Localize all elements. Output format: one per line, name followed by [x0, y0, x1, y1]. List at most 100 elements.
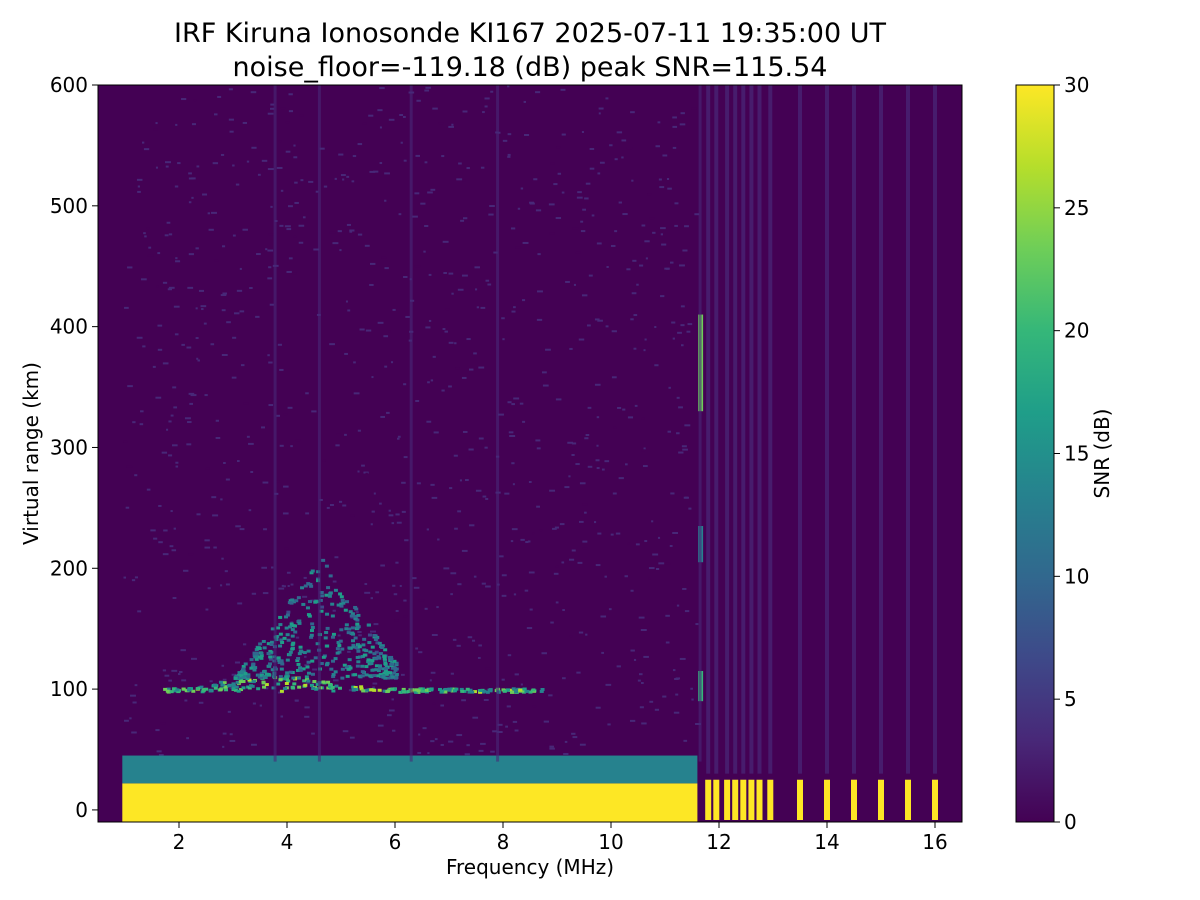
noise-cell: [499, 555, 504, 558]
noise-cell: [637, 679, 641, 682]
noise-cell: [221, 664, 225, 667]
noise-cell: [604, 575, 607, 578]
noise-cell: [372, 682, 378, 685]
echo-cell: [356, 649, 361, 653]
noise-cell: [506, 705, 511, 708]
noise-cell: [204, 394, 208, 397]
y-tick-label: 300: [50, 435, 88, 459]
noise-cell: [396, 521, 402, 524]
echo-cell: [201, 689, 206, 693]
echo-cell: [231, 682, 236, 686]
heatmap-background: [98, 85, 962, 822]
echo-cell: [351, 685, 356, 689]
echo-cell: [165, 689, 170, 693]
e-layer-trace: [163, 673, 545, 694]
echo-cell: [470, 690, 475, 694]
noise-cell: [155, 729, 160, 732]
echo-cell: [236, 689, 241, 693]
noise-cell: [690, 687, 693, 690]
noise-cell: [363, 471, 369, 474]
noise-cell: [635, 543, 640, 546]
noise-cell: [251, 146, 257, 149]
echo-cell: [352, 687, 357, 691]
echo-cell: [285, 677, 290, 681]
noise-cell: [466, 744, 470, 747]
echo-cell: [307, 600, 312, 604]
noise-cell: [450, 593, 453, 596]
x-tick-label: 6: [389, 830, 402, 854]
plot-frame: [97, 84, 963, 823]
echo-cell: [307, 614, 312, 618]
echo-cell: [278, 623, 283, 627]
noise-cell: [222, 745, 225, 748]
echo-cell: [172, 689, 177, 693]
noise-cell: [641, 224, 646, 227]
echo-cell: [284, 675, 289, 679]
echo-cell: [372, 688, 377, 692]
noise-cell: [226, 321, 231, 324]
noise-cell: [162, 362, 169, 365]
echo-cell: [368, 650, 373, 654]
noise-cell: [342, 178, 345, 181]
echo-cell: [360, 674, 365, 678]
noise-cell: [285, 121, 290, 124]
x-tick-label: 10: [598, 830, 623, 854]
noise-cell: [286, 270, 292, 273]
noise-cell: [473, 352, 477, 355]
echo-cell: [394, 661, 399, 665]
noise-cell: [308, 180, 314, 183]
echo-cell: [310, 569, 315, 573]
noise-cell: [169, 545, 174, 548]
echo-cell: [359, 685, 364, 689]
noise-cell: [305, 512, 310, 515]
noise-cell: [134, 684, 138, 687]
echo-cell: [256, 687, 261, 691]
echo-cell: [311, 687, 316, 691]
noise-cell: [571, 453, 575, 456]
echo-cell: [382, 655, 387, 659]
noise-cell: [422, 727, 427, 730]
noise-cell: [188, 201, 192, 204]
echo-cell: [288, 670, 293, 674]
noise-cell: [441, 155, 445, 158]
noise-cell: [415, 154, 421, 157]
noise-cell: [665, 641, 670, 644]
echo-cell: [374, 664, 379, 668]
noise-cell: [584, 511, 587, 514]
noise-cell: [373, 170, 379, 173]
echo-cell: [342, 663, 347, 667]
noise-cell: [420, 202, 426, 205]
echo-cell: [394, 672, 399, 676]
echo-cell: [227, 684, 232, 688]
noise-cell: [275, 480, 280, 483]
noise-cell: [644, 540, 648, 543]
echo-cell: [261, 670, 266, 674]
noise-cell: [158, 753, 164, 756]
noise-cell: [286, 571, 291, 574]
noise-cell: [304, 706, 310, 709]
noise-cell: [482, 495, 487, 498]
echo-cell: [390, 675, 395, 679]
noise-cell: [346, 175, 350, 178]
echo-cell: [278, 677, 283, 681]
y-axis: 0 100 200 300 400 500 600: [50, 73, 98, 822]
noise-cell: [294, 181, 298, 184]
echo-cell: [381, 674, 386, 678]
noise-cell: [188, 392, 195, 395]
echo-cell: [310, 672, 315, 676]
echo-cell: [223, 685, 228, 689]
noise-cell: [392, 729, 396, 732]
echo-cell: [222, 681, 227, 685]
noise-cell: [433, 431, 439, 434]
noise-cell: [661, 243, 667, 246]
echo-cell: [286, 679, 291, 683]
noise-cell: [476, 306, 480, 309]
noise-cell: [682, 448, 688, 451]
noise-cell: [209, 680, 213, 683]
noise-cell: [502, 139, 508, 142]
noise-cell: [536, 505, 541, 508]
noise-cell: [132, 701, 137, 704]
noise-cell: [674, 677, 679, 680]
noise-cell: [569, 347, 573, 350]
echo-cell: [296, 656, 301, 660]
